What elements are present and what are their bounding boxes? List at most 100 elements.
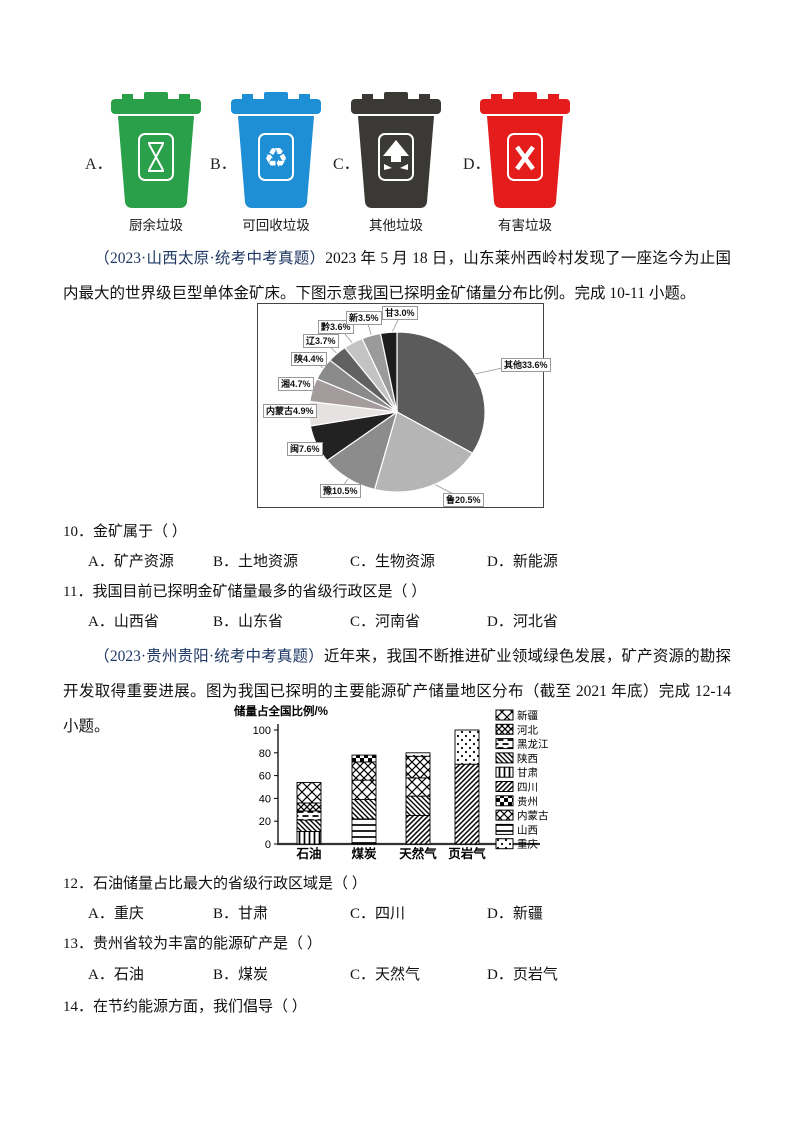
q13-option-d: D．页岩气 [487,967,558,983]
gold-pie-chart: 其他33.6% 鲁20.5% 豫10.5% 闽7.6% 内蒙古4.9% 湘4.7% 陕4.4… [257,303,551,508]
bar-segment-页岩气-重庆 [454,729,480,765]
trash-bin-hazardous-waste [480,92,570,208]
legend-label: 贵州 [517,795,538,808]
bar-chart-ylabel: 储量占全国比例/% [234,704,328,718]
legend-label: 新疆 [517,709,538,722]
q12-option-a: A．重庆 [88,906,144,922]
x-category-label: 石油 [295,846,321,861]
q10-option-d: D．新能源 [487,554,558,570]
y-tick-label: 100 [253,725,271,737]
q10-option-c: C．生物资源 [350,554,436,570]
bin-option-letter-a: A． [85,156,113,173]
x-category-label: 天然气 [399,846,437,861]
hourglass-icon [148,142,164,172]
q13-option-a: A．石油 [88,967,144,983]
legend-label: 四川 [517,782,538,794]
q11-option-a: A．山西省 [88,614,159,630]
bar-segment-煤炭-贵州 [351,754,377,763]
legend-label: 内蒙古 [517,809,549,822]
y-tick-label: 40 [259,793,271,805]
bar-segment-页岩气-四川 [454,763,480,845]
trash-bin-kitchen-waste [111,92,201,208]
q13-option-c: C．天然气 [350,967,421,983]
pie-chart-svg [282,311,522,500]
bin-option-letter-b: B． [210,156,237,173]
bin-option-letter-d: D． [463,156,491,173]
bar-segment-煤炭-陕西 [351,799,377,820]
legend-label: 甘肃 [517,766,538,779]
q12-option-d: D．新疆 [487,906,543,922]
q10-option-b: B．土地资源 [213,554,299,570]
legend-label: 黑龙江 [517,738,549,751]
legend-swatch-四川 [495,781,514,792]
bar-segment-石油-陕西 [296,819,322,832]
q13-option-b: B．煤炭 [213,967,269,983]
q12-option-b: B．甘肃 [213,906,269,922]
recycle-icon: ♻ [264,143,288,173]
question-14: 14．在节约能源方面，我们倡导（ ） [63,999,307,1015]
legend-swatch-重庆 [495,838,514,850]
source-tag-2: （2023·贵州贵阳·统考中考真题） [94,648,324,665]
bar-segment-天然气-重庆 [405,752,431,757]
legend-swatch-新疆 [495,709,514,721]
pie-slice-label: 内蒙古4.9% [263,404,317,418]
pie-slice-label: 黔3.6% [318,320,354,334]
legend-swatch-甘肃 [495,766,514,778]
bar-segment-天然气-陕西 [405,795,431,816]
bar-segment-石油-甘肃 [296,831,322,845]
arrow-up-icon [383,140,409,170]
question-intro-2: （2023·贵州贵阳·统考中考真题）近年来，我国不断推进矿业领域绿色发展，矿产资… [63,639,731,744]
pie-slice-label: 其他33.6% [501,358,551,372]
question-13-options: A．石油 B．煤炭 C．天然气 D．页岩气 [0,963,794,987]
y-tick-label: 80 [259,748,271,760]
pie-slice-label: 闽7.6% [287,442,323,456]
bar-segment-天然气-四川 [405,815,431,845]
pie-slice-label: 湘4.7% [278,377,314,391]
bar-segment-煤炭-新疆 [351,779,377,800]
pie-slice-label: 甘3.0% [382,306,418,320]
pie-slice-label: 新3.5% [346,311,382,325]
question-intro-1: （2023·山西太原·统考中考真题）2023 年 5 月 18 日，山东莱州西岭… [63,241,731,311]
svg-text:♻: ♻ [264,143,288,173]
pie-slice-label: 鲁20.5% [443,493,484,507]
question-13: 13．贵州省较为丰富的能源矿产是（ ） [63,936,322,952]
intro-text-1: 2023 年 5 月 18 日，山东莱州西岭村发现了一座迄今为止国内最大的世界级… [63,250,731,302]
y-tick-label: 20 [259,816,271,828]
source-tag-1: （2023·山西太原·统考中考真题） [94,250,326,267]
bar-segment-天然气-新疆 [405,777,431,797]
pie-slice-label: 豫10.5% [320,484,361,498]
pie-slice-其他 [396,331,486,454]
question-12-options: A．重庆 B．甘肃 C．四川 D．新疆 [0,902,794,926]
question-11: 11．我国目前已探明金矿储量最多的省级行政区是（ ） [63,584,427,600]
bin-caption-hazardous: 有害垃圾 [498,218,552,233]
legend-label: 重庆 [517,838,538,851]
cross-icon [515,145,535,171]
legend-swatch-黑龙江 [495,738,514,750]
question-10-options: A．矿产资源 B．土地资源 C．生物资源 D．新能源 [0,550,794,574]
trash-bin-other-waste [351,92,441,208]
question-11-options: A．山西省 B．山东省 C．河南省 D．河北省 [0,610,794,634]
y-tick-label: 60 [259,771,271,783]
bin-option-letter-c: C． [333,156,360,173]
question-10: 10．金矿属于（ ） [63,524,187,540]
bin-caption-other: 其他垃圾 [369,218,423,233]
pie-slice-甘 [379,331,398,413]
pie-slice-鲁 [373,411,474,493]
question-12: 12．石油储量占比最大的省级行政区域是（ ） [63,876,367,892]
trash-bin-recyclable: ♻ [231,92,321,208]
legend-swatch-贵州 [495,795,514,807]
bar-segment-石油-河北 [296,802,322,812]
y-tick-label: 0 [265,839,271,851]
q11-option-b: B．山东省 [213,614,284,630]
energy-bar-chart: 储量占全国比例/% 0 20 40 60 80 100 石油 煤炭 天然气 页岩气 新疆河北黑龙江陕西… [234,704,549,861]
bar-segment-煤炭-内蒙古 [351,761,377,781]
pie-slice-label: 辽3.7% [303,334,339,348]
bar-segment-石油-黑龙江 [296,810,322,821]
x-category-label: 煤炭 [351,846,377,861]
bin-caption-kitchen: 厨余垃圾 [129,218,183,233]
bar-segment-石油-新疆 [296,781,322,804]
legend-swatch-内蒙古 [495,809,514,821]
legend-label: 山西 [517,824,538,836]
legend-swatch-河北 [495,723,514,735]
